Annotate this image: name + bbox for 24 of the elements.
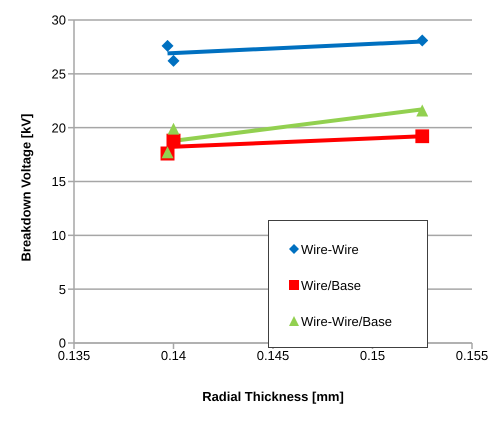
point bbox=[416, 104, 428, 116]
y-tick-label: 20 bbox=[52, 120, 66, 136]
x-tick-label: 0.135 bbox=[58, 348, 90, 364]
y-tick-label: 25 bbox=[52, 66, 66, 82]
x-tick-label: 0.155 bbox=[456, 348, 488, 364]
point bbox=[168, 54, 180, 67]
y-tick-label: 0 bbox=[58, 336, 66, 351]
y-tick-label: 10 bbox=[52, 228, 66, 243]
legend-label: Wire-Wire bbox=[301, 242, 359, 256]
point bbox=[415, 129, 430, 144]
point bbox=[416, 34, 428, 46]
x-tick-label: 0.145 bbox=[256, 348, 290, 364]
x-axis-title: Radial Thickness [mm] bbox=[202, 389, 344, 404]
legend-label: Wire/Base bbox=[301, 278, 361, 292]
legend-label: Wire-Wire/Base bbox=[301, 314, 392, 328]
x-tick-label: 0.14 bbox=[160, 348, 186, 364]
point bbox=[166, 134, 180, 148]
y-tick-label: 30 bbox=[52, 12, 66, 28]
y-tick-label: 5 bbox=[58, 282, 66, 297]
y-tick-label: 15 bbox=[52, 174, 66, 190]
y-axis-title: Breakdown Voltage [kV] bbox=[18, 114, 34, 262]
point bbox=[162, 40, 174, 52]
point bbox=[168, 122, 180, 135]
x-tick-label: 0.15 bbox=[360, 348, 386, 364]
